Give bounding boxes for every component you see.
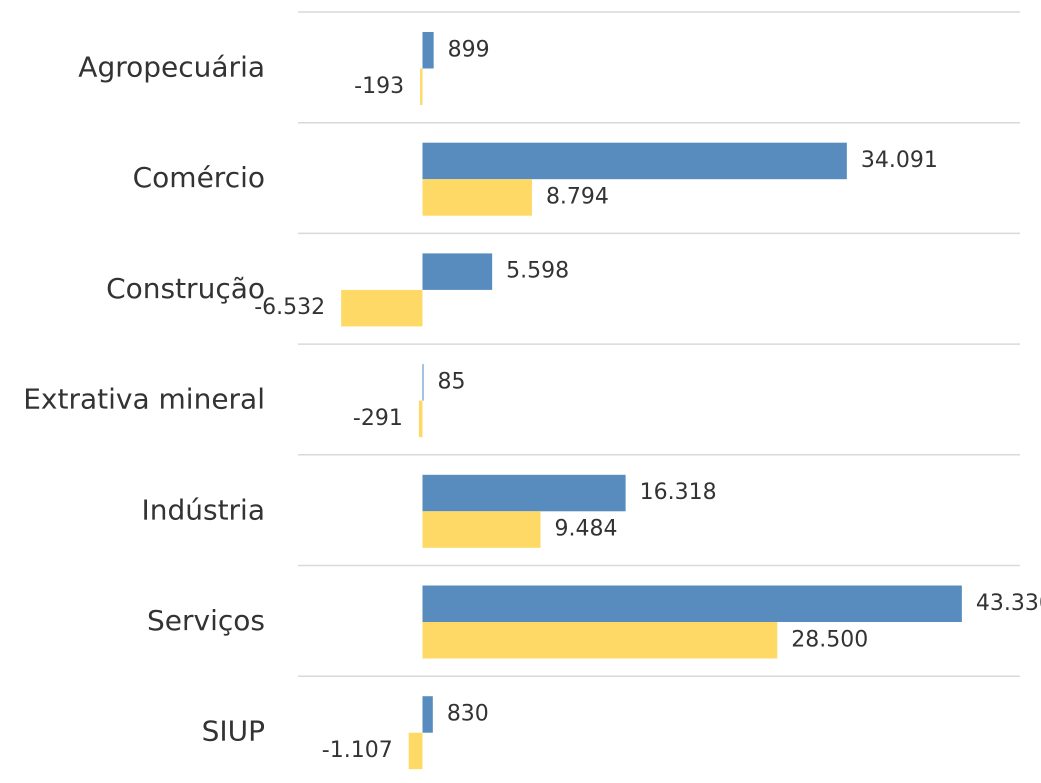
data-label: -1.107 (322, 738, 393, 763)
data-label: -6.532 (254, 295, 325, 320)
bar (422, 179, 532, 216)
bar (418, 400, 423, 438)
data-label: -193 (354, 74, 404, 99)
data-label: 8.794 (546, 184, 609, 209)
bar (422, 474, 626, 512)
category-label: Indústria (141, 493, 265, 526)
bar (422, 696, 433, 733)
category-label: Construção (106, 272, 265, 305)
bar (422, 364, 424, 401)
bar (422, 142, 847, 180)
bar (422, 511, 541, 548)
data-label: 899 (448, 37, 490, 62)
bar (422, 622, 778, 659)
data-label: 830 (447, 701, 489, 726)
data-label: 34.091 (861, 148, 938, 173)
data-label: 28.500 (791, 627, 868, 652)
bar (422, 32, 434, 69)
bar (408, 732, 423, 770)
bar (422, 253, 493, 290)
bar (422, 585, 962, 622)
data-label: 16.318 (640, 480, 717, 505)
data-label: 85 (438, 369, 466, 394)
bar (420, 68, 423, 105)
bar (341, 289, 423, 327)
category-label: Extrativa mineral (23, 383, 265, 416)
data-label: 9.484 (555, 517, 618, 542)
category-label: Agropecuária (78, 51, 265, 84)
data-label: 5.598 (506, 259, 569, 284)
data-label: 43.330 (976, 591, 1041, 616)
category-label: Comércio (133, 161, 265, 194)
category-label: SIUP (202, 715, 265, 748)
data-label: -291 (353, 406, 403, 431)
category-label: Serviços (147, 604, 265, 637)
